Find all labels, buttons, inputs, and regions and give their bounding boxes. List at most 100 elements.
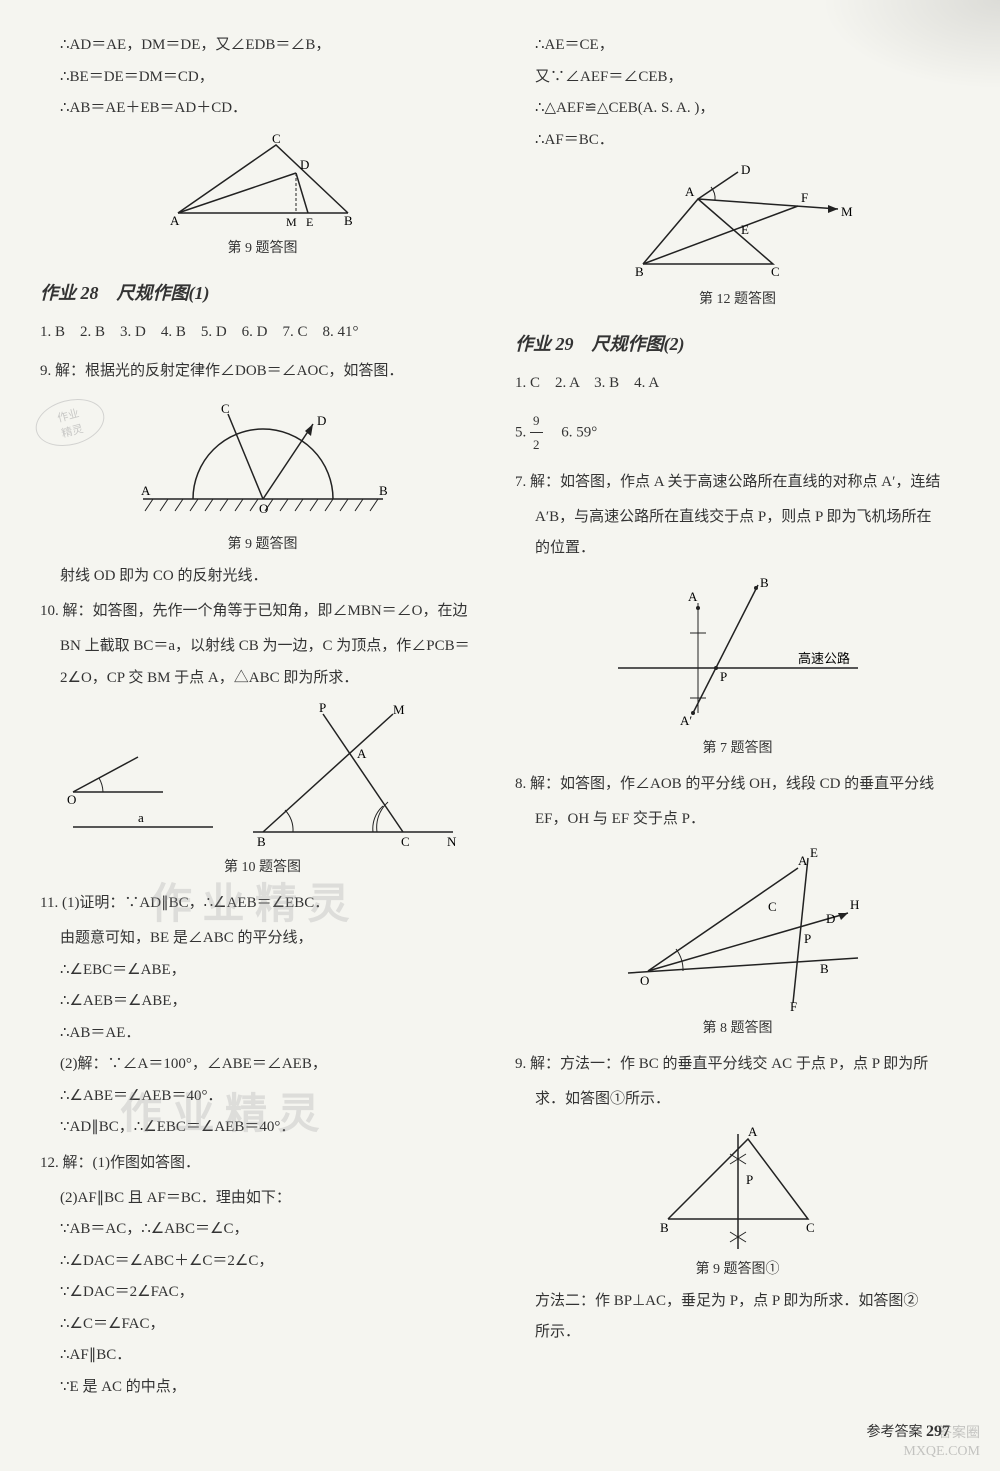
q12-line: ∴∠C＝∠FAC， [60,1312,485,1338]
figure-caption: 第 10 题答图 [224,856,301,876]
q11-line: ∴∠EBC＝∠ABE， [60,958,485,984]
q10-line: BN 上截取 BC＝a，以射线 CB 为一边，C 为顶点，作∠PCB＝ [60,634,485,660]
svg-text:M: M [393,702,405,717]
perp-bisector-diagram-icon: B C A P [648,1124,828,1254]
figure-9b: A B C D O 第 9 题答图 [40,399,485,553]
svg-text:B: B [257,834,266,849]
svg-text:D: D [741,164,750,177]
q9r-line: 9. 解：方法一：作 BC 的垂直平分线交 AC 于点 P，点 P 即为所 [515,1051,960,1078]
svg-text:高速公路: 高速公路 [798,651,850,666]
answers-29-2: 5. 9 2 6. 59° [515,409,960,457]
figure-7: A A′ B P 高速公路 第 7 题答图 [515,573,960,757]
svg-text:P: P [804,931,811,946]
svg-text:A: A [748,1124,758,1139]
figure-10: O a B C N P M A 第 10 题答图 [40,702,485,876]
svg-text:O: O [640,973,649,988]
svg-text:C: C [401,834,410,849]
ans-suffix: 6. 59° [546,424,597,440]
q12-line: ∵∠DAC＝2∠FAC， [60,1280,485,1306]
q11-line: ∵AD∥BC，∴∠EBC＝∠AEB＝40°． [60,1115,485,1141]
q8-line: EF，OH 与 EF 交于点 P． [535,807,960,833]
svg-text:D: D [300,157,309,172]
reflection-diagram-icon: A B C D O [133,399,393,529]
figure-caption: 第 12 题答图 [699,288,776,308]
svg-text:B: B [820,961,829,976]
q9r-tail: 方法二：作 BP⊥AC，垂足为 P，点 P 即为所求．如答图② [535,1289,960,1315]
svg-text:C: C [806,1220,815,1235]
svg-text:B: B [379,483,388,498]
section-28-title: 作业 28 尺规作图(1) [40,279,485,305]
text-line: ∴AD＝AE，DM＝DE，又∠EDB＝∠B， [60,33,485,59]
corner-shade [820,0,1000,90]
svg-text:E: E [741,222,749,237]
fraction-num: 9 [530,409,543,433]
q11-line: ∴∠ABE＝∠AEB＝40°． [60,1084,485,1110]
site-watermark: 答案圈 MXQE.COM [903,1425,980,1461]
q9-tail: 射线 OD 即为 CO 的反射光线． [60,564,485,590]
svg-text:C: C [771,264,780,279]
q9r-tail: 所示． [535,1320,960,1346]
ans-prefix: 5. [515,424,530,440]
q10-line: 10. 解：如答图，先作一个角等于已知角，即∠MBN＝∠O，在边 [40,598,485,625]
svg-text:A: A [357,746,367,761]
figure-caption: 第 9 题答图 [228,533,298,553]
svg-text:B: B [660,1220,669,1235]
figure-9a: A B C D M E 第 9 题答图 [40,133,485,257]
q11-line: 由题意可知，BE 是∠ABC 的平分线， [60,926,485,952]
svg-text:A: A [688,589,698,604]
svg-text:C: C [272,133,281,146]
svg-text:C: C [768,899,777,914]
svg-text:C: C [221,401,230,416]
q12-line: 12. 解：(1)作图如答图． [40,1150,485,1177]
q10-line: 2∠O，CP 交 BM 于点 A，△ABC 即为所求． [60,666,485,692]
svg-text:F: F [801,190,808,205]
bisector-diagram-icon: O A B C D E F H P [598,843,878,1013]
svg-text:B: B [635,264,644,279]
q9-intro: 9. 解：根据光的反射定律作∠DOB＝∠AOC，如答图． [40,358,485,385]
svg-text:A: A [141,483,151,498]
figure-caption: 第 9 题答图 [228,237,298,257]
page-columns: ∴AD＝AE，DM＝DE，又∠EDB＝∠B， ∴BE＝DE＝DM＝CD， ∴AB… [40,30,960,1441]
section-29-title: 作业 29 尺规作图(2) [515,330,960,356]
svg-text:B: B [760,575,769,590]
svg-text:M: M [286,215,297,229]
answers-29-1: 1. C 2. A 3. B 4. A [515,370,960,397]
answers-28: 1. B 2. B 3. D 4. B 5. D 6. D 7. C 8. 41… [40,319,485,346]
q7-line: A′B，与高速公路所在直线交于点 P，则点 P 即为飞机场所在 [535,505,960,531]
svg-text:O: O [67,792,76,807]
svg-text:O: O [259,501,268,516]
svg-text:A: A [685,184,695,199]
q11-line: ∴∠AEB＝∠ABE， [60,989,485,1015]
svg-text:N: N [447,834,457,849]
svg-text:P: P [746,1172,753,1187]
figure-caption: 第 9 题答图① [696,1258,780,1278]
svg-text:A′: A′ [680,713,692,728]
figure-caption: 第 7 题答图 [703,737,773,757]
fraction-den: 2 [530,433,543,456]
triangle-ext-diagram-icon: B C A D F M E [623,164,853,284]
q7-line: 7. 解：如答图，作点 A 关于高速公路所在直线的对称点 A′，连结 [515,469,960,496]
text-line: ∴AF＝BC． [535,128,960,154]
q11-line: 11. (1)证明：∵AD∥BC，∴∠AEB＝∠EBC． [40,890,485,917]
svg-text:H: H [850,897,859,912]
figure-9c: B C A P 第 9 题答图① [515,1124,960,1278]
svg-text:E: E [306,215,313,229]
construction-diagram-icon: O a B C N P M A [63,702,463,852]
svg-text:P: P [720,669,727,684]
text-line: ∴BE＝DE＝DM＝CD， [60,65,485,91]
reflection-point-diagram-icon: A A′ B P 高速公路 [598,573,878,733]
right-column: ∴AE＝CE， 又∵∠AEF＝∠CEB， ∴△AEF≌△CEB(A. S. A.… [515,30,960,1441]
q11-line: ∴AB＝AE． [60,1021,485,1047]
q9r-line: 求．如答图①所示． [535,1087,960,1113]
q11-line: (2)解：∵∠A＝100°，∠ABE＝∠AEB， [60,1052,485,1078]
svg-text:a: a [138,810,144,825]
left-column: ∴AD＝AE，DM＝DE，又∠EDB＝∠B， ∴BE＝DE＝DM＝CD， ∴AB… [40,30,485,1441]
svg-text:M: M [841,204,853,219]
figure-caption: 第 8 题答图 [703,1017,773,1037]
svg-text:B: B [344,213,353,228]
figure-8: O A B C D E F H P 第 8 题答图 [515,843,960,1037]
fraction: 9 2 [530,409,543,457]
text-line: ∴△AEF≌△CEB(A. S. A. )， [535,96,960,122]
svg-text:A: A [170,213,180,228]
q12-line: ∴∠DAC＝∠ABC＋∠C＝2∠C， [60,1249,485,1275]
